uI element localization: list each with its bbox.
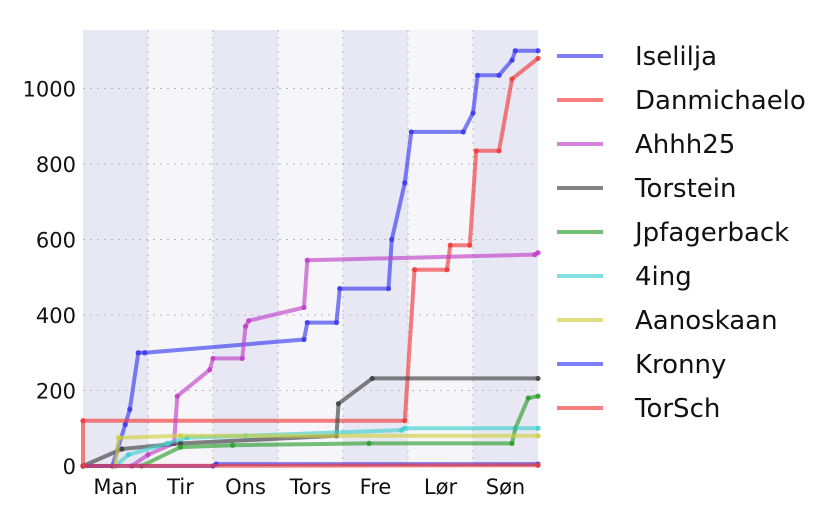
legend-label: Danmichaelo xyxy=(635,86,806,116)
data-point xyxy=(80,463,86,469)
day-bands xyxy=(83,30,538,466)
y-tick-label: 200 xyxy=(36,380,76,404)
data-point xyxy=(535,462,541,468)
data-point xyxy=(496,148,502,154)
x-tick-label: Tir xyxy=(166,475,194,499)
data-point xyxy=(210,355,216,362)
data-point xyxy=(239,355,245,362)
y-tick-label: 1000 xyxy=(23,78,76,102)
legend-label: Kronny xyxy=(635,350,726,380)
data-point xyxy=(177,444,184,450)
data-point xyxy=(177,433,184,439)
data-point xyxy=(366,440,372,446)
data-point xyxy=(535,393,541,399)
data-point xyxy=(467,242,473,248)
x-tick-label: Fre xyxy=(360,475,392,499)
data-point xyxy=(174,393,180,399)
x-tick-label: Søn xyxy=(486,475,526,499)
data-point xyxy=(474,72,481,78)
data-point xyxy=(127,406,133,412)
data-point xyxy=(142,350,148,356)
data-point xyxy=(242,323,249,329)
data-point xyxy=(116,435,122,441)
data-point xyxy=(535,250,541,256)
data-point xyxy=(447,242,453,248)
series-line-torsch xyxy=(82,463,539,468)
data-point xyxy=(246,318,252,324)
data-point xyxy=(122,421,128,428)
data-point xyxy=(125,452,132,458)
day-band xyxy=(408,30,473,466)
data-point xyxy=(408,129,414,135)
data-point xyxy=(444,267,450,273)
day-band xyxy=(213,30,278,466)
y-tick-label: 0 xyxy=(63,455,76,479)
day-band xyxy=(83,30,148,466)
x-tick-label: Lør xyxy=(424,475,458,499)
legend-label: Jpfagerback xyxy=(633,218,789,248)
x-tick-label: Ons xyxy=(225,475,266,499)
data-point xyxy=(402,418,408,424)
gridlines xyxy=(83,30,538,466)
data-point xyxy=(135,350,141,356)
data-point xyxy=(301,336,307,343)
data-point xyxy=(304,257,310,263)
data-point xyxy=(496,72,502,78)
data-point xyxy=(335,401,342,407)
legend-label: Torstein xyxy=(634,174,737,204)
data-point xyxy=(119,446,125,452)
data-point xyxy=(535,375,541,382)
data-point xyxy=(145,452,151,458)
day-band xyxy=(278,30,343,466)
data-point xyxy=(385,285,392,292)
data-point xyxy=(207,367,213,373)
legend-label: Aanoskaan xyxy=(635,306,778,336)
series-line-jpfagerback xyxy=(140,394,539,468)
data-point xyxy=(535,425,541,431)
data-point xyxy=(229,442,236,448)
series-line-aanoskaan xyxy=(113,433,538,467)
data-point xyxy=(402,425,408,431)
legend-label: Ahhh25 xyxy=(635,130,735,160)
data-point xyxy=(525,395,531,401)
data-point xyxy=(80,418,86,424)
data-point xyxy=(304,319,310,326)
data-point xyxy=(337,285,343,292)
data-point xyxy=(535,55,541,61)
legend: Iselilja Danmichaelo Ahhh25 Torstein Jpfager… xyxy=(557,42,806,424)
y-tick-label: 400 xyxy=(36,304,76,328)
data-point xyxy=(389,236,395,243)
data-point xyxy=(333,319,340,326)
legend-label: 4ing xyxy=(635,262,692,292)
data-point xyxy=(470,110,476,116)
data-point xyxy=(473,148,479,154)
x-axis-ticks: Man Tir Ons Tors Fre Lør Søn xyxy=(93,475,525,499)
data-point xyxy=(512,48,518,54)
data-point xyxy=(301,304,307,311)
legend-label: Iselilja xyxy=(635,42,717,72)
data-point xyxy=(509,440,515,446)
day-band xyxy=(343,30,408,466)
legend-label: TorSch xyxy=(634,394,720,424)
day-band xyxy=(473,30,538,466)
data-point xyxy=(164,440,171,446)
data-point xyxy=(402,180,408,186)
data-point xyxy=(535,48,541,54)
x-tick-label: Man xyxy=(93,475,137,499)
day-band xyxy=(148,30,213,466)
data-point xyxy=(509,76,515,82)
data-point xyxy=(460,129,466,135)
data-point xyxy=(535,433,541,439)
x-tick-label: Tors xyxy=(289,475,332,499)
y-axis-ticks: 0 200 400 600 800 1000 xyxy=(23,78,76,479)
data-point xyxy=(369,375,375,382)
y-tick-label: 600 xyxy=(36,229,76,253)
data-point xyxy=(411,267,418,273)
data-point xyxy=(509,57,515,63)
series-lines xyxy=(80,48,541,469)
y-tick-label: 800 xyxy=(36,153,76,177)
